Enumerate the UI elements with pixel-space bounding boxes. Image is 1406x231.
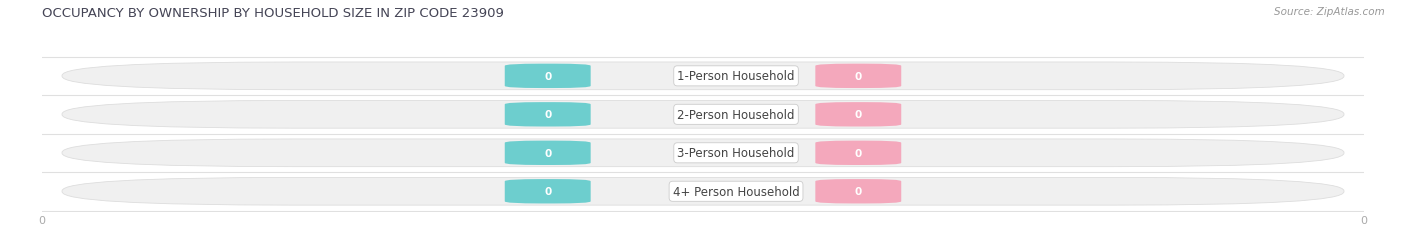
FancyBboxPatch shape: [815, 64, 901, 89]
FancyBboxPatch shape: [505, 103, 591, 127]
Text: 1-Person Household: 1-Person Household: [678, 70, 794, 83]
Text: 0: 0: [544, 72, 551, 82]
FancyBboxPatch shape: [815, 141, 901, 165]
Text: 0: 0: [544, 186, 551, 196]
FancyBboxPatch shape: [815, 103, 901, 127]
Text: Source: ZipAtlas.com: Source: ZipAtlas.com: [1274, 7, 1385, 17]
FancyBboxPatch shape: [62, 101, 1344, 129]
Text: 0: 0: [855, 110, 862, 120]
FancyBboxPatch shape: [62, 178, 1344, 205]
FancyBboxPatch shape: [62, 63, 1344, 90]
Text: 2-Person Household: 2-Person Household: [678, 108, 794, 121]
FancyBboxPatch shape: [505, 64, 591, 89]
Text: 0: 0: [544, 110, 551, 120]
FancyBboxPatch shape: [505, 179, 591, 204]
FancyBboxPatch shape: [62, 139, 1344, 167]
Text: 0: 0: [855, 186, 862, 196]
Text: 0: 0: [544, 148, 551, 158]
FancyBboxPatch shape: [815, 179, 901, 204]
Text: 0: 0: [855, 148, 862, 158]
Text: 3-Person Household: 3-Person Household: [678, 147, 794, 160]
FancyBboxPatch shape: [505, 141, 591, 165]
Text: 4+ Person Household: 4+ Person Household: [672, 185, 800, 198]
Text: OCCUPANCY BY OWNERSHIP BY HOUSEHOLD SIZE IN ZIP CODE 23909: OCCUPANCY BY OWNERSHIP BY HOUSEHOLD SIZE…: [42, 7, 505, 20]
Text: 0: 0: [855, 72, 862, 82]
